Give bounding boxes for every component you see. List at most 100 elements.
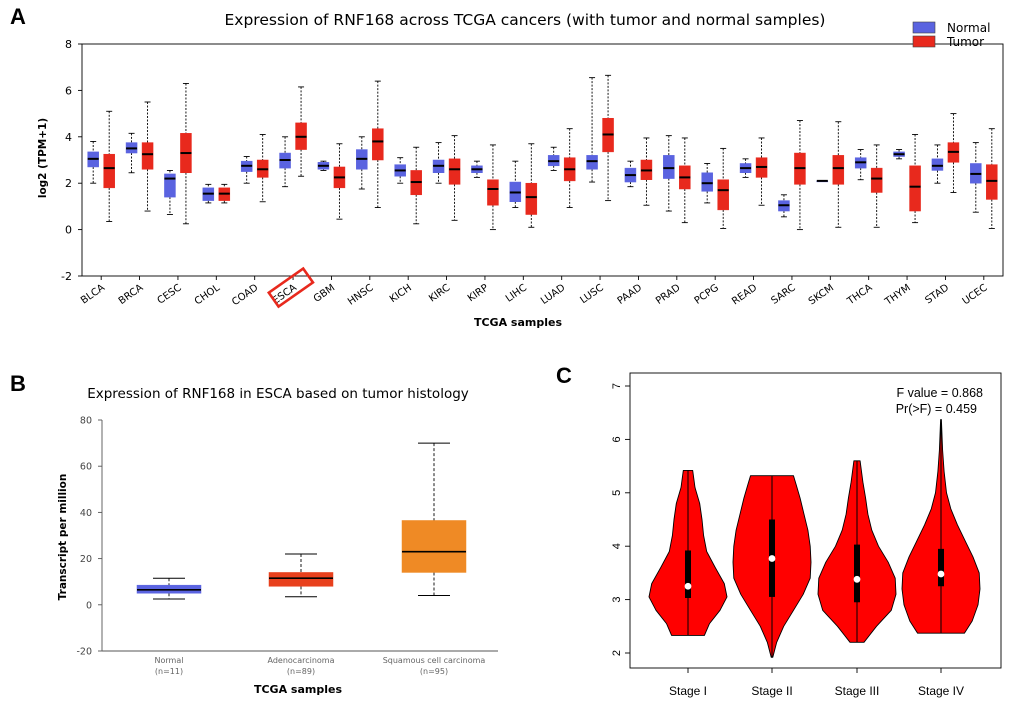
panel-b-letter: B — [10, 371, 26, 396]
panel-a-x-axis-label: TCGA samples — [474, 316, 562, 329]
box-tumor-hnsc — [372, 80, 384, 209]
violin-median-dot — [853, 575, 861, 583]
box-iqr — [525, 182, 538, 215]
box-iqr — [832, 155, 845, 185]
box-tumor-luad — [563, 128, 576, 209]
box-normal-pcpg — [701, 163, 713, 204]
box-tumor-pcpg — [717, 147, 729, 229]
violin-median-dot — [937, 570, 945, 578]
box-iqr — [268, 572, 334, 587]
y-tick-label: 40 — [80, 508, 92, 519]
x-tick-label: Adenocarcinoma — [268, 656, 335, 665]
x-tick-label: HNSC — [346, 282, 376, 307]
panel-c-frame — [629, 372, 1002, 669]
box-tumor-brca — [141, 101, 154, 212]
box-tumor-kirc — [448, 135, 461, 221]
x-sample-size-label: (n=95) — [420, 667, 448, 676]
x-sample-size-label: (n=89) — [287, 667, 315, 676]
x-tick-label: KIRC — [427, 282, 452, 304]
panel-b-boxes — [136, 442, 467, 600]
panel-c-letter: C — [556, 363, 572, 388]
box-iqr — [663, 155, 675, 179]
x-tick-label: Stage III — [835, 684, 880, 698]
box-normal-skcm — [816, 179, 829, 183]
box-tumor-esca — [295, 86, 307, 177]
y-tick-label: 6 — [65, 84, 72, 97]
box-tumor-gbm — [333, 143, 346, 220]
box-normal-paad — [624, 160, 637, 188]
panel-a-y-axis-label: log2 (TPM+1) — [37, 118, 49, 198]
box-iqr — [586, 155, 598, 170]
box-normal-kich — [394, 157, 406, 184]
y-tick-label: 4 — [611, 543, 623, 549]
x-tick-label: Stage II — [751, 684, 792, 698]
panel-b-title: Expression of RNF168 in ESCA based on tu… — [87, 386, 469, 402]
box-tumor-chol — [218, 183, 231, 204]
y-tick-label: 3 — [611, 597, 623, 603]
box-iqr — [448, 158, 461, 185]
legend-label-tumor: Tumor — [946, 35, 984, 49]
box-normal-thym — [893, 149, 905, 160]
x-tick-label: LUAD — [539, 282, 568, 307]
box-tumor-sarc — [794, 120, 806, 231]
box-normal-lihc — [509, 160, 522, 209]
panel-a-legend: Normal Tumor — [912, 21, 990, 49]
x-tick-label: THCA — [845, 282, 875, 307]
box-normal-kirc — [432, 142, 445, 184]
x-tick-label: LIHC — [504, 282, 529, 304]
box-tumor-thca — [870, 144, 883, 228]
x-tick-label: Stage I — [669, 684, 707, 698]
box-tumor-blca — [103, 110, 115, 222]
box-normal-ucec — [970, 142, 982, 213]
x-tick-label: READ — [730, 282, 759, 307]
violin-stage-i — [648, 469, 728, 636]
violin-iqr-bar — [854, 544, 860, 603]
x-tick-label: PCPG — [693, 282, 721, 306]
box-normal-lusc — [586, 77, 598, 183]
panel-b-x-axis-label: TCGA samples — [254, 683, 342, 696]
box-squamous-cell-carcinoma — [401, 442, 467, 597]
panel-b-y-axis-label: Transcript per million — [57, 474, 69, 601]
panel-c-chart: F value = 0.868 Pr(>F) = 0.459 2 3 4 5 6 7 Sta… — [611, 372, 1002, 698]
box-normal-kirp — [471, 160, 483, 178]
y-tick-label: 7 — [611, 383, 623, 389]
y-tick-label: 2 — [65, 177, 72, 190]
x-tick-label: Stage IV — [918, 684, 964, 698]
box-tumor-read — [755, 137, 768, 206]
box-normal-brca — [125, 132, 138, 174]
violin-stage-iii — [817, 460, 897, 643]
y-tick-label: 0 — [65, 224, 72, 237]
y-tick-label: 60 — [80, 462, 92, 473]
x-tick-label: UCEC — [961, 282, 990, 307]
box-iqr — [103, 153, 115, 189]
y-tick-label: -2 — [61, 270, 72, 283]
y-tick-label: 4 — [65, 131, 72, 144]
box-tumor-coad — [256, 134, 269, 203]
box-iqr — [141, 142, 154, 170]
panel-a-letter: A — [10, 4, 26, 29]
box-normal-luad — [547, 146, 560, 171]
box-adenocarcinoma — [268, 553, 334, 598]
box-normal — [136, 577, 202, 600]
x-tick-label: PAAD — [616, 282, 645, 307]
violin-stage-iv — [901, 419, 981, 634]
box-iqr — [701, 172, 713, 192]
x-tick-label: BLCA — [79, 282, 107, 306]
x-tick-label: COAD — [230, 282, 260, 308]
x-tick-label: CESC — [156, 282, 184, 306]
x-tick-label: THYM — [882, 282, 912, 308]
box-normal-esca — [279, 136, 291, 188]
box-normal-blca — [87, 140, 99, 184]
panel-b-axes: -20 0 20 40 60 80 Normal (n=11) Adenocarcinoma (n… — [76, 416, 498, 676]
y-tick-label: 0 — [86, 600, 92, 611]
x-tick-label: CHOL — [193, 282, 223, 307]
box-normal-read — [739, 158, 752, 178]
y-tick-label: -20 — [76, 647, 92, 658]
legend-swatch-normal — [912, 21, 936, 34]
panel-a-chart: Expression of RNF168 across TCGA cancers… — [37, 11, 1004, 329]
x-tick-label: Squamous cell carcinoma — [383, 656, 486, 665]
x-tick-label: PRAD — [654, 282, 683, 307]
box-iqr — [870, 167, 883, 193]
box-normal-prad — [663, 135, 675, 212]
